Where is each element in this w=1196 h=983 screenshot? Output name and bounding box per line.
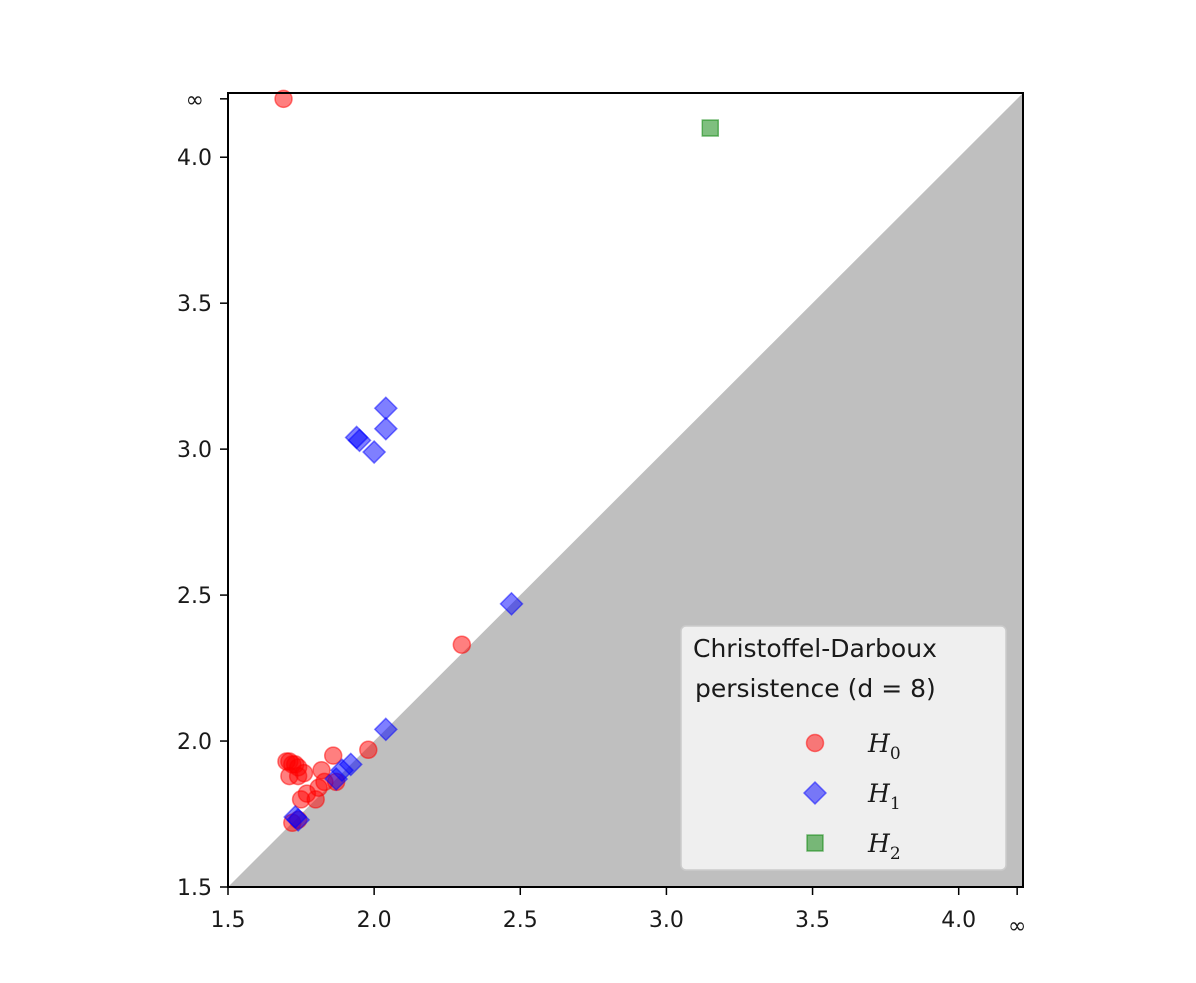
point-H1 <box>324 766 349 792</box>
data-points <box>274 89 720 833</box>
y-tick-label: 3.0 <box>177 438 212 463</box>
point-H1 <box>373 416 398 441</box>
legend-box <box>680 625 1007 871</box>
point-H1 <box>362 439 387 465</box>
x-tick-label: 1.5 <box>211 908 246 933</box>
legend: Christoffel-Darboux persistence (d = 8) … <box>680 625 1007 871</box>
x-axis: 1.5 2.0 2.5 3.0 3.5 4.0 ∞ <box>211 887 1026 939</box>
point-H1 <box>373 717 398 742</box>
y-tick-label: 2.0 <box>177 730 212 755</box>
legend-label-H1: H1 <box>867 779 901 814</box>
series-H2 <box>701 119 720 137</box>
legend-marker-H1 <box>802 780 828 806</box>
point-H1 <box>347 428 372 453</box>
legend-entries: H0 H1 H2 <box>802 729 901 864</box>
point-H0 <box>274 89 293 109</box>
x-tick-label: 2.0 <box>357 908 392 933</box>
legend-label-H2: H2 <box>867 829 901 864</box>
point-H0 <box>323 746 343 765</box>
y-tick-label: ∞ <box>186 88 204 113</box>
point-H1 <box>286 807 311 832</box>
point-H0 <box>452 635 472 654</box>
point-H2 <box>701 119 720 137</box>
point-H0 <box>294 763 314 783</box>
legend-title-line1: Christoffel-Darboux <box>693 634 937 663</box>
y-tick-label: 2.5 <box>177 584 212 609</box>
legend-marker-H0 <box>805 733 825 753</box>
y-axis: 1.5 2.0 2.5 3.0 3.5 4.0 ∞ <box>177 88 228 901</box>
y-tick-label: 4.0 <box>177 146 212 171</box>
series-H1 <box>283 396 524 832</box>
x-tick-label: ∞ <box>1008 914 1026 939</box>
y-tick-label: 3.5 <box>177 292 212 317</box>
x-tick-label: 3.5 <box>795 908 830 933</box>
plot-frame <box>227 92 1024 888</box>
point-H0 <box>359 740 378 760</box>
legend-title-line2: persistence (d = 8) <box>695 674 936 703</box>
x-tick-label: 2.5 <box>503 908 538 933</box>
series-H0 <box>274 89 472 833</box>
legend-label-H0: H0 <box>867 729 901 764</box>
point-H1 <box>499 591 524 616</box>
x-tick-label: 4.0 <box>941 908 976 933</box>
legend-marker-H2 <box>806 834 824 852</box>
x-tick-label: 3.0 <box>649 908 684 933</box>
y-tick-label: 1.5 <box>177 876 212 901</box>
